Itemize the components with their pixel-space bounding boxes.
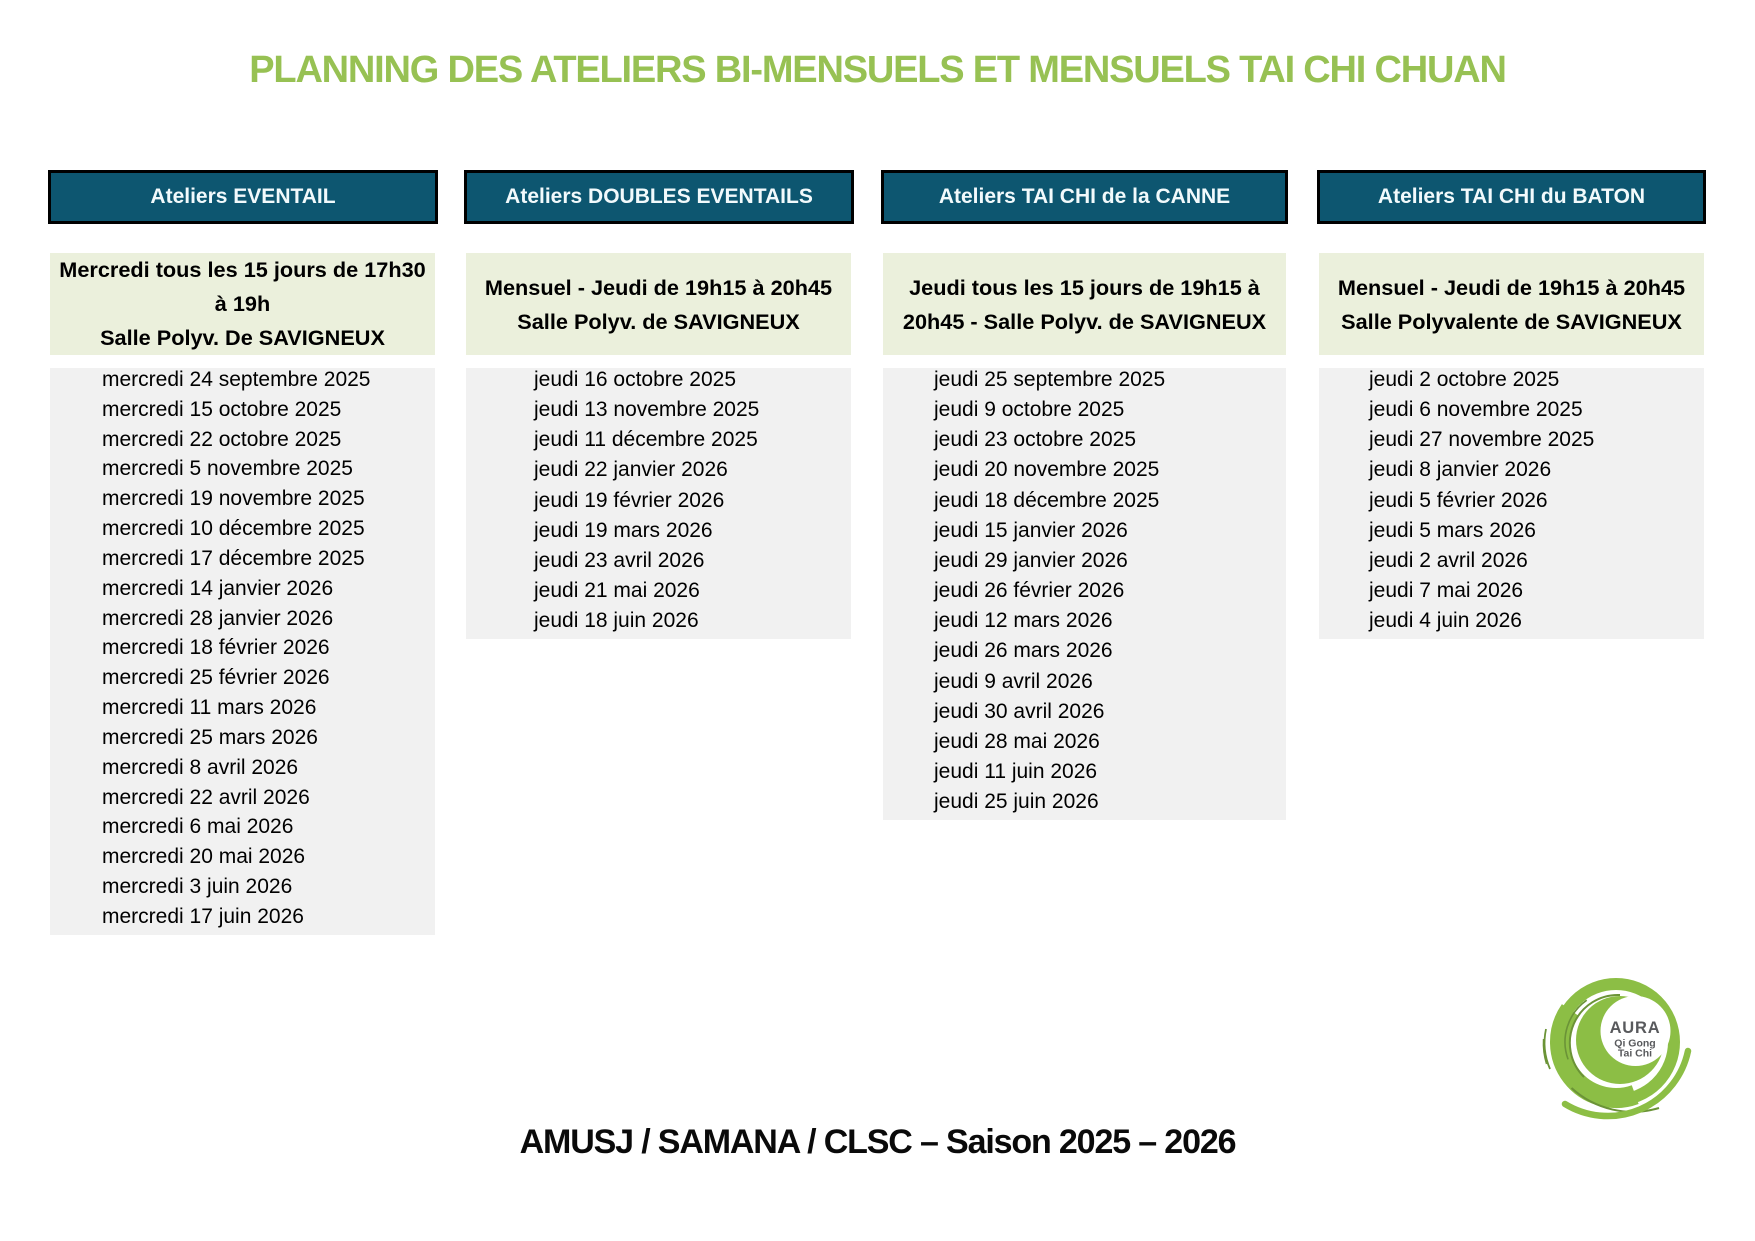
svg-text:Qi Gong: Qi Gong — [1614, 1038, 1655, 1050]
svg-text:AURA: AURA — [1610, 1019, 1661, 1037]
svg-text:Tai Chi: Tai Chi — [1618, 1048, 1652, 1060]
